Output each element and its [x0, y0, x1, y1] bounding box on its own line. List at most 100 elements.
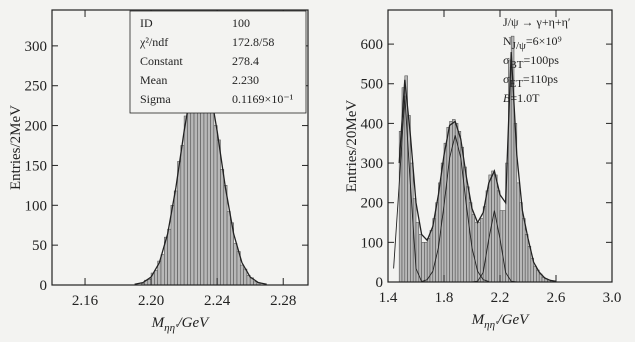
text-part: =100ps	[524, 53, 560, 67]
text-part: /GeV	[177, 315, 211, 331]
histogram-bar	[491, 170, 495, 283]
x-tick-label: 1.4	[379, 290, 398, 306]
y-tick-label: 250	[25, 79, 48, 95]
y-tick-label: 0	[40, 278, 48, 294]
annotation: σBT=100ps	[503, 53, 559, 71]
y-tick-label: 100	[25, 198, 48, 214]
annotation: J/ψ → γ+η+η′	[503, 15, 571, 29]
x-tick-label: 1.8	[435, 290, 454, 306]
stats-value: 100	[232, 16, 250, 30]
x-tick-label: 2.28	[270, 293, 296, 309]
stats-name: Constant	[140, 54, 183, 68]
histogram-bar	[180, 145, 185, 286]
x-tick-label: 2.20	[138, 293, 164, 309]
y-tick-label: 500	[361, 77, 384, 93]
text-part: J/ψ → γ+η+η′	[503, 15, 571, 29]
text-part: M	[471, 312, 486, 328]
text-part: ET	[509, 78, 523, 90]
text-part: ηη′	[484, 319, 498, 331]
stats-value: 172.8/58	[232, 35, 274, 49]
text-part: /GeV	[497, 312, 531, 328]
stats-value: 0.1169×10⁻¹	[232, 92, 294, 106]
text-part: BT	[509, 59, 523, 71]
text-part: M	[151, 315, 166, 331]
histogram-bar	[424, 242, 428, 283]
stats-name: Mean	[140, 73, 167, 87]
y-tick-label: 100	[361, 235, 384, 251]
x-tick-label: 2.16	[72, 293, 99, 309]
histogram-bar	[220, 169, 225, 286]
histogram-bar	[183, 115, 188, 286]
y-tick-label: 300	[361, 156, 384, 172]
text-part: σ	[503, 72, 510, 86]
histogram-bar	[187, 102, 192, 286]
histogram-bar	[494, 174, 498, 283]
y-tick-label: 200	[361, 196, 384, 212]
y-tick-label: 0	[376, 275, 384, 291]
y-axis-label: Entries/2MeV	[8, 105, 24, 190]
histogram-bar	[443, 142, 448, 283]
y-tick-label: 600	[361, 37, 384, 53]
y-tick-label: 150	[25, 158, 48, 174]
histogram-bar	[522, 218, 526, 283]
y-tick-label: 400	[361, 116, 384, 132]
stats-name: Sigma	[140, 92, 171, 106]
annotation: σET=110ps	[503, 72, 558, 90]
histogram-bar	[177, 161, 182, 286]
y-axis-label: Entries/20MeV	[344, 100, 360, 193]
x-tick-label: 2.6	[547, 290, 566, 306]
histogram-bar	[435, 202, 439, 283]
histogram-bar	[454, 123, 459, 283]
y-tick-label: 50	[32, 238, 47, 254]
histogram-bar	[173, 190, 178, 286]
histogram-bar	[239, 264, 244, 286]
histogram-bar	[446, 127, 450, 283]
histogram-bar	[170, 204, 175, 286]
histogram-bar	[412, 198, 417, 283]
x-axis-label: Mηη′/GeV	[151, 315, 210, 334]
histogram-bar	[154, 270, 159, 286]
stats-value: 2.230	[232, 73, 259, 87]
histogram-bar	[474, 222, 478, 283]
histogram-bar	[418, 234, 422, 283]
fit-curve	[421, 135, 489, 283]
text-part: σ	[503, 53, 510, 67]
histogram-bar	[167, 228, 172, 286]
text-part: B	[503, 91, 511, 105]
text-part: ηη′	[164, 322, 178, 334]
histogram-bar	[524, 234, 529, 283]
histogram-bar	[206, 85, 211, 286]
text-part: =1.0T	[510, 91, 540, 105]
plot-frame	[51, 9, 309, 286]
histogram-bar	[519, 202, 523, 283]
histogram-bar	[421, 242, 425, 283]
y-tick-label: 200	[25, 119, 48, 135]
histogram-bar	[216, 139, 221, 286]
histogram-bar	[466, 186, 470, 283]
text-part: J/ψ	[512, 40, 526, 52]
histogram-bar	[449, 121, 453, 283]
histogram-bar	[516, 182, 520, 283]
text-part: =110ps	[523, 72, 558, 86]
stats-box	[129, 10, 307, 114]
fit-curve	[471, 210, 517, 283]
annotation: B=1.0T	[503, 91, 540, 105]
histogram-bar	[210, 97, 215, 286]
histogram-bar	[160, 254, 165, 286]
x-tick-label: 2.24	[204, 293, 231, 309]
x-tick-label: 3.0	[603, 290, 622, 306]
histogram-bar	[226, 211, 231, 286]
annotation: NJ/ψ=6×10⁹	[503, 34, 562, 52]
x-axis-label: Mηη′/GeV	[471, 312, 530, 331]
histogram-bar	[527, 246, 532, 283]
histogram-bar	[233, 243, 238, 286]
y-tick-label: 300	[25, 39, 48, 55]
stats-value: 278.4	[232, 54, 259, 68]
stats-name: χ²/ndf	[139, 35, 168, 49]
histogram-bar	[485, 190, 490, 283]
histogram-bar	[533, 265, 537, 283]
fit-curve	[398, 51, 557, 282]
x-tick-label: 2.2	[491, 290, 510, 306]
text-part: =6×10⁹	[526, 34, 562, 48]
